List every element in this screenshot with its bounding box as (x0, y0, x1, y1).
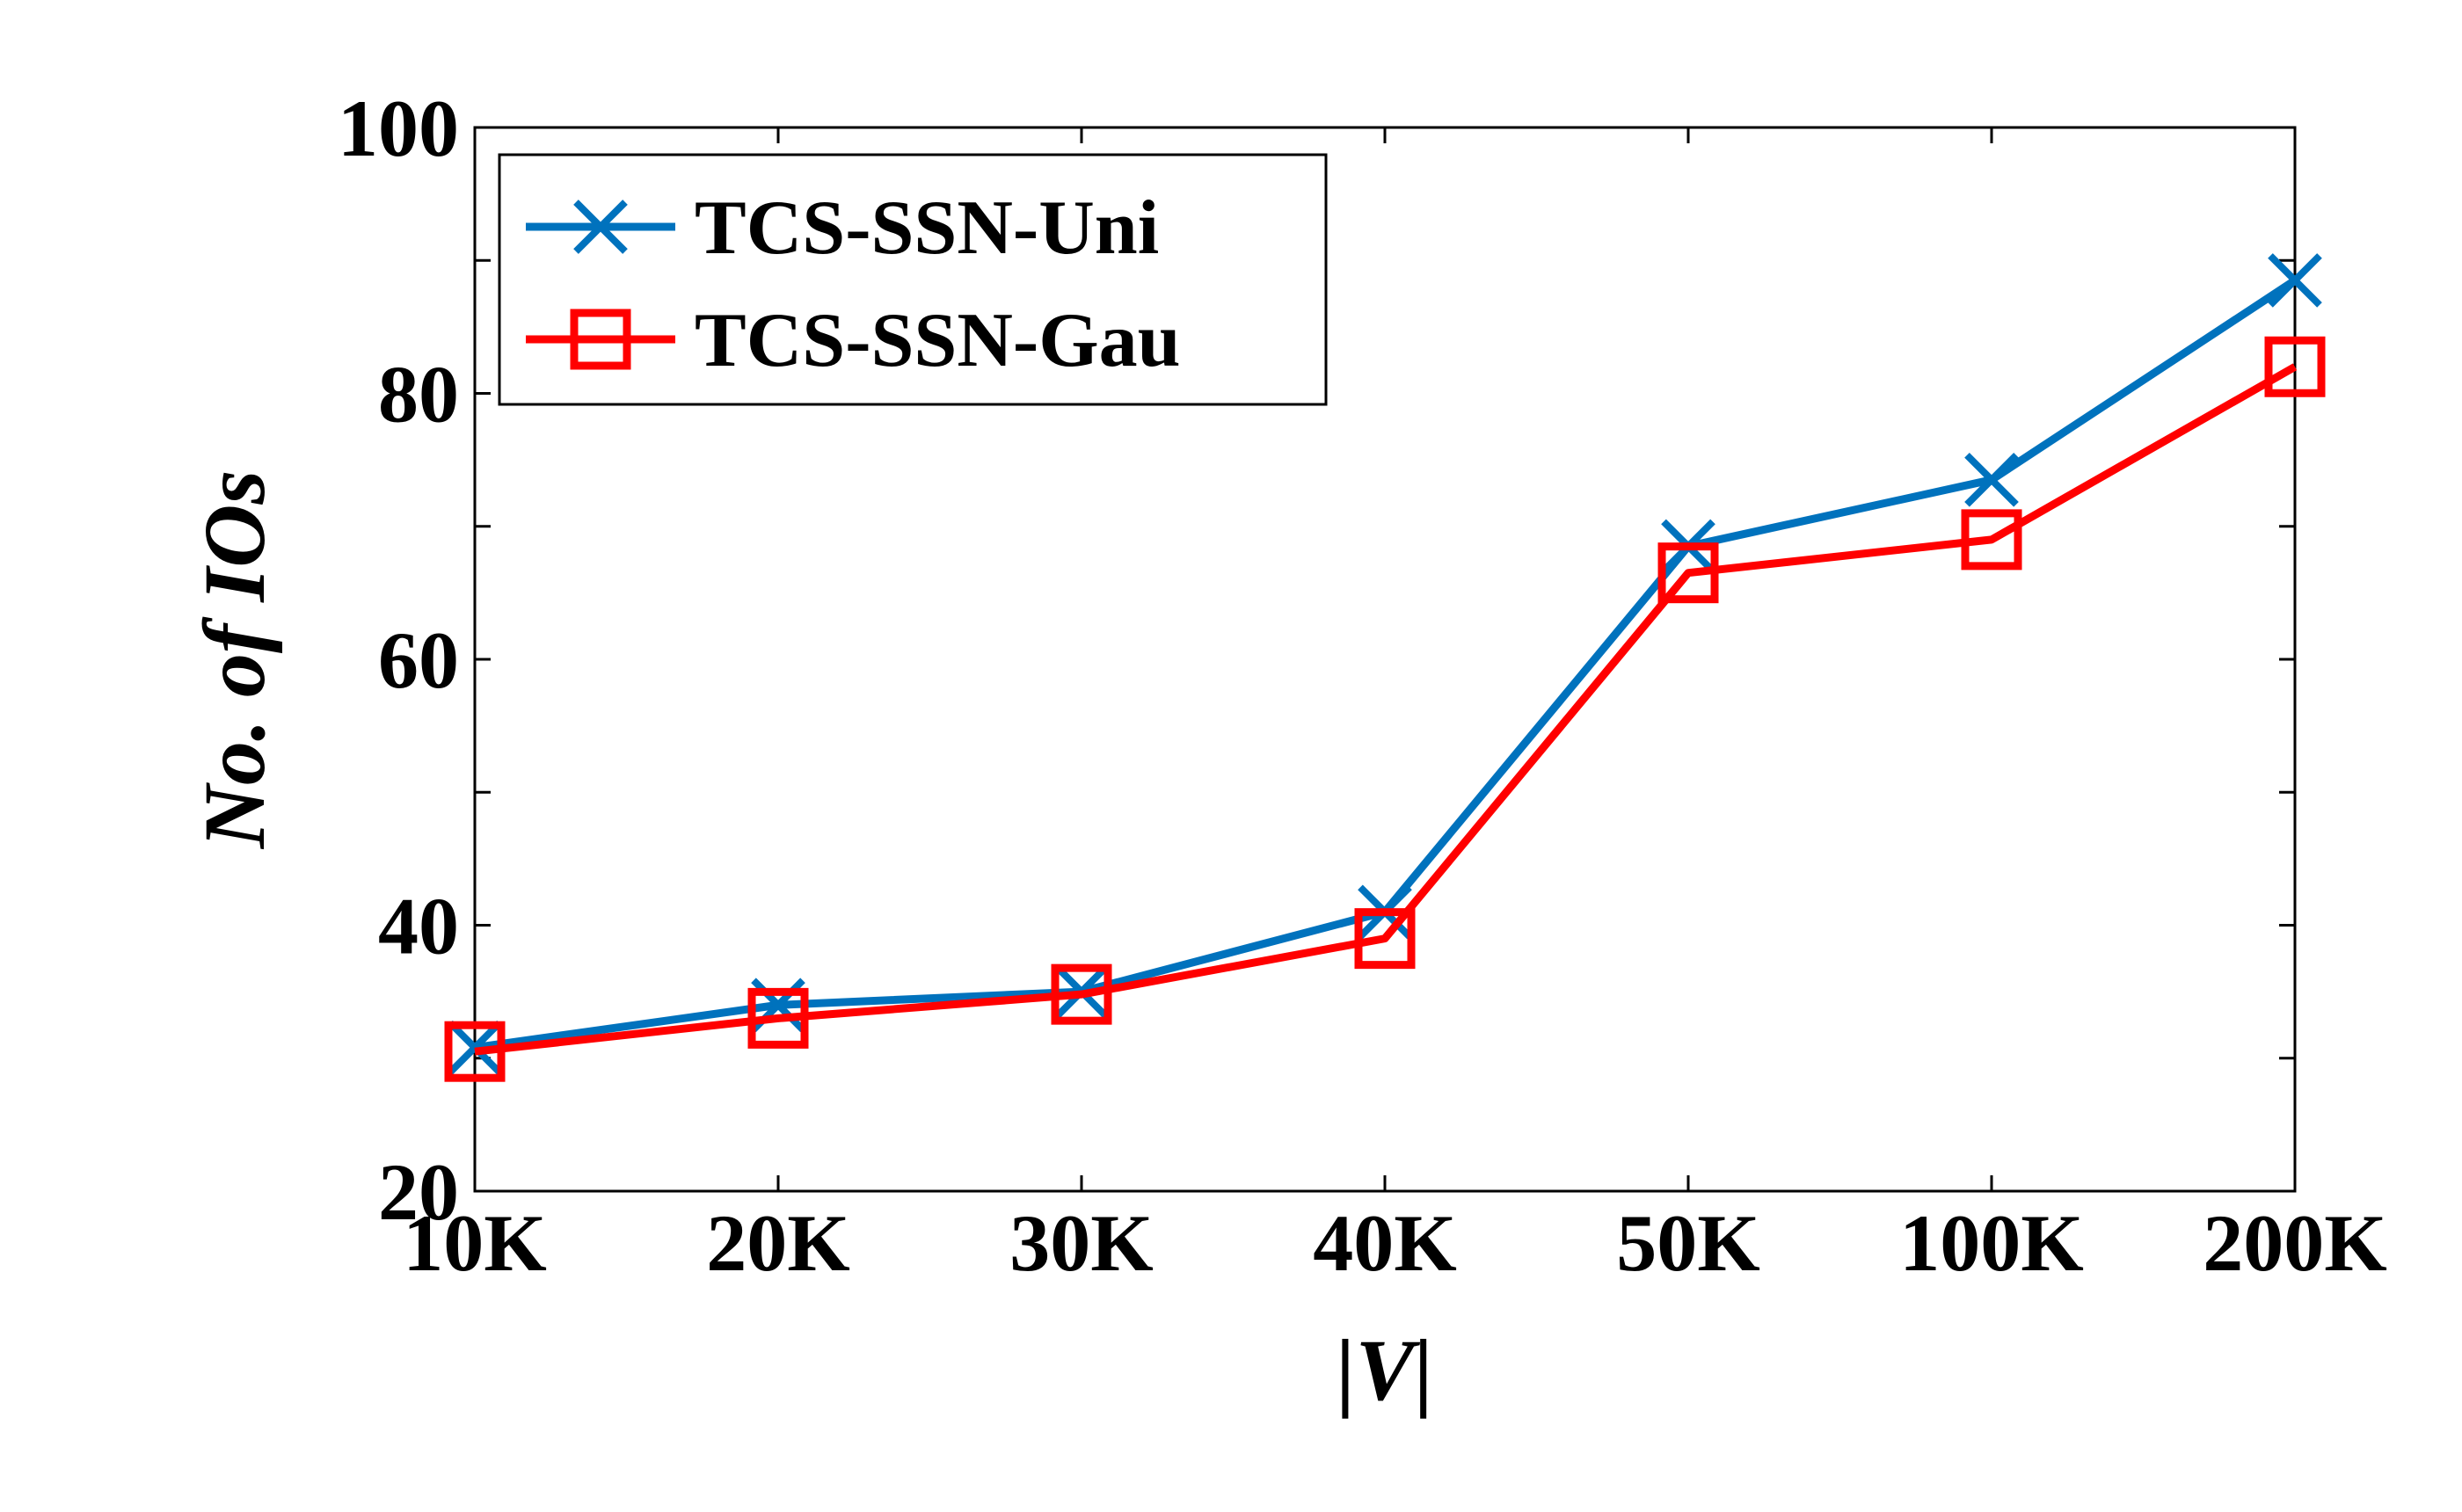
legend-item: TCS-SSN-Gau (526, 298, 1181, 383)
legend-box (498, 153, 1328, 406)
legend-marker (573, 200, 628, 254)
data-point (444, 1021, 506, 1082)
data-point (448, 1020, 502, 1075)
data-point (1354, 908, 1416, 970)
legend-item: TCS-SSN-Uni (526, 185, 1159, 271)
legend: TCS-SSN-Uni TCS-SSN-Gau (498, 153, 1328, 406)
legend-marker (570, 309, 631, 370)
data-point (1964, 452, 2019, 507)
legend-label: TCS-SSN-Gau (695, 298, 1181, 383)
x-tick-label: 50K (1616, 1198, 1760, 1288)
x-axis-ticks: 10K 20K 30K 40K 50K 100K 200K (403, 127, 2387, 1288)
series-1 (444, 336, 2326, 1082)
data-point (1657, 542, 1719, 604)
x-tick-label: 100K (1899, 1198, 2084, 1288)
x-tick-label: 200K (2203, 1198, 2387, 1288)
data-point (1961, 509, 2022, 571)
y-tick-label: 60 (378, 615, 459, 705)
x-tick-label: 40K (1313, 1198, 1457, 1288)
data-point (1051, 963, 1112, 1025)
y-tick-label: 20 (378, 1147, 459, 1237)
legend-label: TCS-SSN-Uni (695, 185, 1159, 271)
series-line (474, 363, 2298, 1056)
y-tick-label: 40 (378, 882, 459, 971)
series-layer (444, 253, 2326, 1082)
x-tick-label: 30K (1009, 1198, 1154, 1288)
y-tick-label: 100 (338, 84, 459, 173)
data-point (747, 987, 809, 1049)
y-axis-ticks: 20 40 60 80 100 (338, 84, 2295, 1237)
data-point (2264, 336, 2326, 397)
x-axis-label: |V| (1337, 1321, 1434, 1419)
y-tick-label: 80 (378, 350, 459, 440)
x-tick-label: 20K (706, 1198, 850, 1288)
y-axis-label: No. of IOs (186, 470, 283, 850)
data-point (2268, 253, 2322, 308)
x-tick-label: 10K (403, 1198, 547, 1288)
